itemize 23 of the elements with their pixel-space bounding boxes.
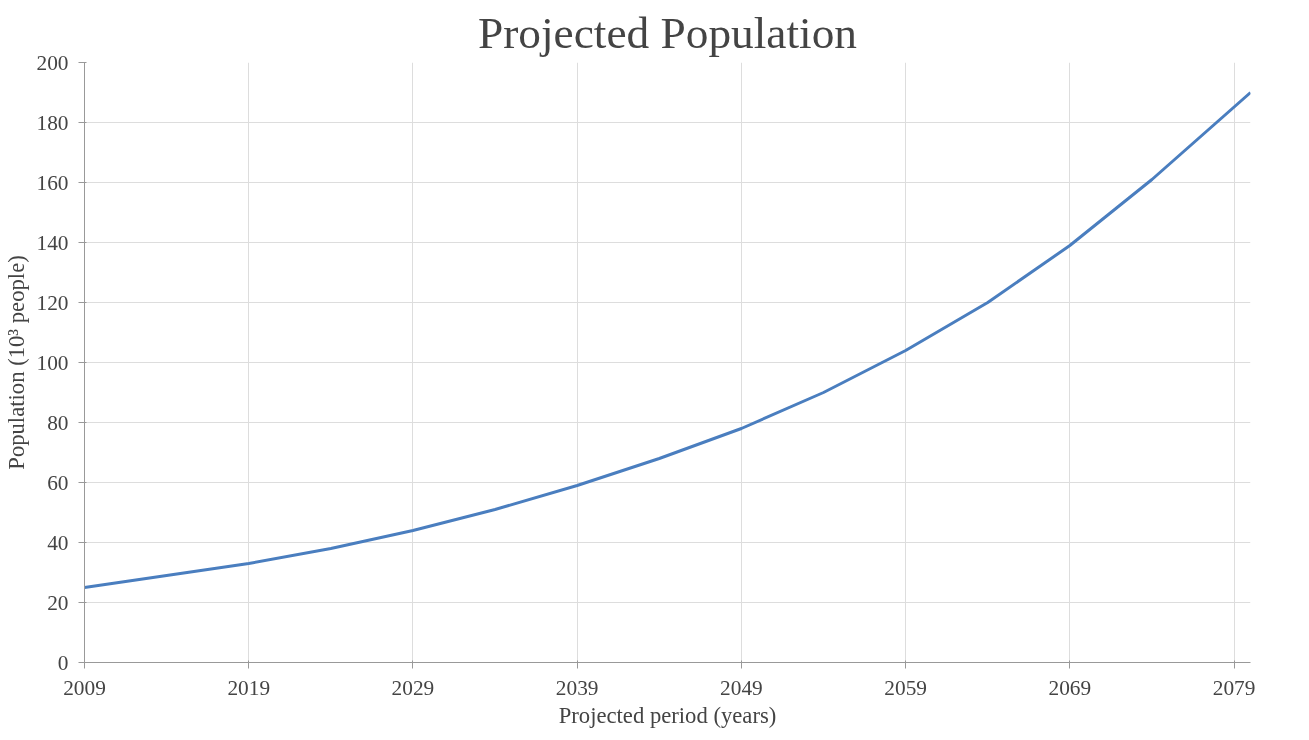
y-tick-label: 200 [36, 50, 69, 75]
y-axis-title: Population (10³ people) [3, 255, 29, 470]
y-tick-label: 160 [36, 170, 69, 195]
x-tick-label: 2049 [720, 675, 763, 700]
y-tick-label: 40 [47, 530, 69, 555]
y-tick-label: 80 [47, 410, 69, 435]
line-series [84, 91, 1251, 589]
y-tick-label: 180 [36, 110, 69, 135]
x-tick-label: 2069 [1048, 675, 1092, 700]
y-tick-label: 140 [36, 230, 69, 255]
y-tick-label: 20 [47, 590, 69, 615]
x-tick-label: 2019 [227, 675, 271, 700]
x-axis-title: Projected period (years) [558, 702, 777, 728]
y-tick-label: 120 [36, 290, 69, 315]
x-tick-label: 2029 [391, 675, 435, 700]
y-tick-label: 60 [47, 470, 69, 495]
x-tick-label: 2079 [1212, 675, 1256, 700]
y-tick-label: 0 [57, 650, 69, 675]
x-tick-label: 2009 [63, 675, 106, 700]
y-tick-label: 100 [36, 350, 69, 375]
x-tick-label: 2059 [884, 675, 927, 700]
chart-title: Projected Population [478, 7, 857, 58]
x-tick-label: 2039 [555, 675, 599, 700]
